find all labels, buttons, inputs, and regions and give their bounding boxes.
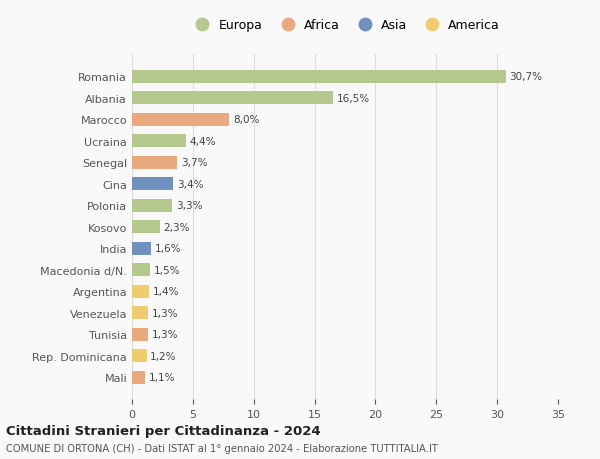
- Text: 1,2%: 1,2%: [150, 351, 177, 361]
- Bar: [132, 92, 333, 105]
- Bar: [132, 178, 173, 191]
- Text: 16,5%: 16,5%: [337, 94, 370, 104]
- Text: 2,3%: 2,3%: [164, 222, 190, 232]
- Text: 3,3%: 3,3%: [176, 201, 202, 211]
- Text: 30,7%: 30,7%: [509, 72, 542, 82]
- Bar: [132, 371, 145, 384]
- Text: 3,4%: 3,4%: [177, 179, 203, 189]
- Text: 1,3%: 1,3%: [151, 308, 178, 318]
- Bar: [132, 263, 150, 276]
- Text: 3,7%: 3,7%: [181, 158, 207, 168]
- Text: Cittadini Stranieri per Cittadinanza - 2024: Cittadini Stranieri per Cittadinanza - 2…: [6, 424, 320, 437]
- Bar: [132, 221, 160, 234]
- Bar: [132, 328, 148, 341]
- Bar: [132, 307, 148, 319]
- Text: 1,4%: 1,4%: [152, 286, 179, 297]
- Bar: [132, 71, 506, 84]
- Text: COMUNE DI ORTONA (CH) - Dati ISTAT al 1° gennaio 2024 - Elaborazione TUTTITALIA.: COMUNE DI ORTONA (CH) - Dati ISTAT al 1°…: [6, 443, 438, 453]
- Legend: Europa, Africa, Asia, America: Europa, Africa, Asia, America: [187, 17, 503, 34]
- Bar: [132, 285, 149, 298]
- Text: 1,1%: 1,1%: [149, 372, 176, 382]
- Bar: [132, 157, 177, 169]
- Bar: [132, 242, 151, 255]
- Text: 1,5%: 1,5%: [154, 265, 181, 275]
- Text: 8,0%: 8,0%: [233, 115, 259, 125]
- Text: 4,4%: 4,4%: [189, 136, 216, 146]
- Text: 1,3%: 1,3%: [151, 330, 178, 339]
- Text: 1,6%: 1,6%: [155, 244, 182, 254]
- Bar: [132, 349, 146, 362]
- Bar: [132, 135, 185, 148]
- Bar: [132, 113, 229, 127]
- Bar: [132, 199, 172, 212]
